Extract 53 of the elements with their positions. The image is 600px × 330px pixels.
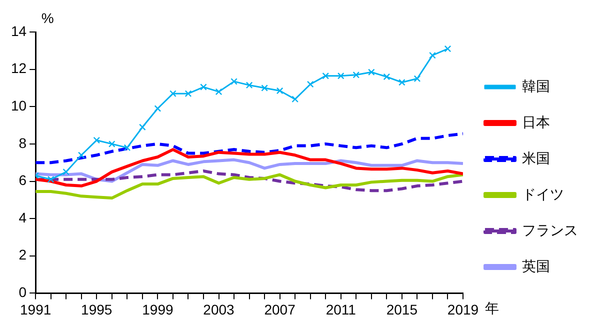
- x-tick-label: 2007: [264, 301, 296, 318]
- point: [322, 72, 330, 80]
- y-tick-label: 6: [18, 172, 27, 188]
- point: [352, 71, 360, 78]
- point: [62, 168, 70, 176]
- y-tick-label: 12: [10, 60, 27, 76]
- x-tick-label: 1991: [20, 301, 52, 318]
- point: [215, 88, 222, 96]
- y-tick-label: 10: [10, 97, 27, 114]
- x-tick-label: 2011: [326, 301, 356, 318]
- point: [230, 78, 238, 85]
- point: [47, 176, 54, 183]
- point: [276, 87, 284, 94]
- point: [154, 105, 162, 112]
- point: [337, 72, 344, 80]
- x-tick-label: 1999: [142, 301, 174, 318]
- point: [78, 152, 85, 159]
- legend-label: ドイツ: [522, 186, 564, 202]
- point: [93, 136, 100, 144]
- y-tick-label: 4: [18, 209, 27, 226]
- y-tick-label: 14: [10, 22, 27, 39]
- point: [292, 96, 299, 103]
- point: [444, 45, 452, 52]
- point: [414, 75, 421, 82]
- x-tick-label: 1995: [81, 301, 112, 318]
- x-axis-title: 年: [485, 300, 499, 316]
- point: [306, 80, 314, 88]
- point: [108, 140, 116, 148]
- point: [246, 82, 253, 89]
- point: [368, 68, 375, 76]
- point: [200, 84, 207, 90]
- point: [398, 78, 406, 86]
- point: [261, 84, 268, 92]
- point: [429, 52, 436, 59]
- x-tick-label: 2015: [386, 301, 418, 318]
- point: [383, 73, 390, 80]
- x-tick-label: 2003: [203, 301, 235, 318]
- point: [124, 144, 131, 152]
- point: [170, 90, 176, 97]
- line-series: [36, 169, 463, 192]
- y-tick-label: 8: [18, 134, 27, 151]
- y-tick-label: 0: [18, 284, 27, 300]
- legend-label: 米国: [522, 150, 550, 166]
- legend-label: 日本: [522, 114, 550, 130]
- point: [139, 124, 146, 131]
- y-tick-label: 2: [18, 246, 27, 263]
- x-tick-label: 2019: [447, 301, 479, 318]
- legend-label: 韓国: [522, 78, 550, 94]
- y-axis-title: %: [41, 10, 54, 26]
- point: [184, 90, 192, 97]
- line-series: [36, 132, 463, 164]
- legend-label: 英国: [522, 258, 550, 274]
- legend-label: フランス: [522, 222, 578, 238]
